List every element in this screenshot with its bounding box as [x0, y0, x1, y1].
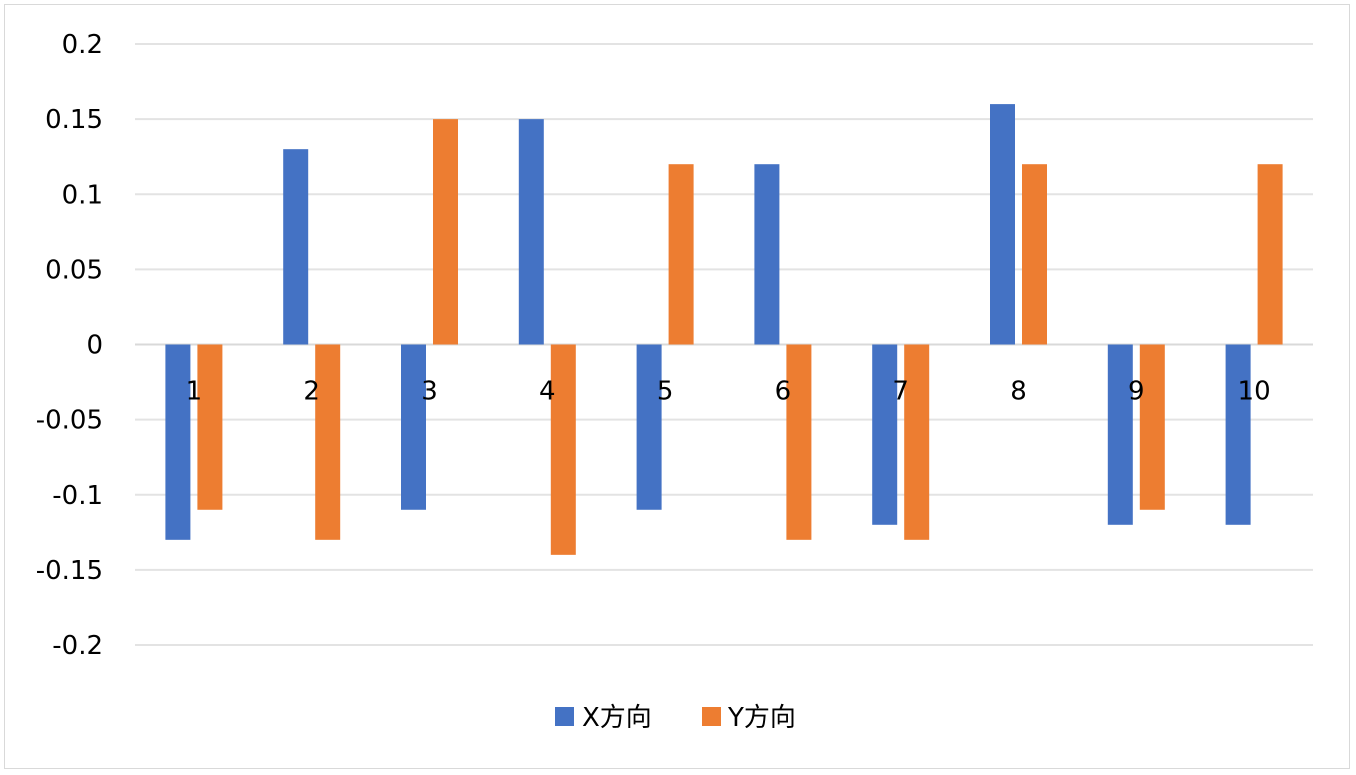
x-tick-label: 6 [775, 377, 792, 407]
bar-x-1 [165, 344, 191, 540]
legend-swatch [702, 707, 721, 726]
bar-y-2 [315, 344, 341, 540]
bar-y-7 [904, 344, 930, 540]
y-tick-label: -0.05 [36, 406, 103, 436]
x-tick-label: 5 [657, 377, 674, 407]
bar-x-7 [872, 344, 898, 525]
legend-swatch [555, 707, 574, 726]
legend: X方向 Y方向 [555, 703, 796, 733]
legend-item-y: Y方向 [702, 703, 796, 733]
y-axis-tick-labels: 0.2 0.15 0.1 0.05 0 -0.05 -0.1 -0.15 -0.2 [36, 30, 103, 661]
bar-x-5 [636, 344, 662, 510]
bar-y-8 [1022, 164, 1047, 345]
bar-x-4 [518, 119, 544, 345]
bar-y-10 [1257, 164, 1283, 345]
bar-x-10 [1225, 344, 1251, 525]
bar-x-8 [990, 104, 1015, 345]
bar-y-5 [668, 164, 694, 345]
gridlines [135, 43, 1313, 646]
y-tick-label: -0.1 [52, 481, 103, 511]
x-axis-tick-labels: 1 2 3 4 5 6 7 8 9 10 [186, 377, 1271, 407]
x-tick-label: 2 [303, 377, 320, 407]
y-tick-label: 0.2 [62, 30, 103, 60]
legend-item-x: X方向 [555, 703, 652, 733]
bar-y-6 [786, 344, 812, 540]
bar-x-9 [1107, 344, 1133, 525]
bar-x-6 [754, 164, 780, 345]
bar-y-3 [433, 119, 458, 345]
bars [165, 104, 1283, 555]
bar-x-3 [401, 344, 426, 510]
y-tick-label: -0.2 [52, 631, 103, 661]
bar-y-9 [1139, 344, 1165, 510]
y-tick-label: 0.05 [45, 255, 103, 285]
y-tick-label: 0.1 [62, 180, 103, 210]
y-tick-label: 0.15 [45, 105, 103, 135]
legend-label: X方向 [582, 703, 652, 733]
bar-x-2 [283, 149, 309, 345]
x-tick-label: 4 [539, 377, 556, 407]
x-tick-label: 3 [421, 377, 438, 407]
bar-y-4 [550, 344, 576, 555]
x-tick-label: 10 [1238, 377, 1271, 407]
legend-label: Y方向 [727, 703, 796, 733]
x-tick-label: 1 [186, 377, 203, 407]
x-tick-label: 8 [1010, 377, 1027, 407]
bar-y-1 [197, 344, 223, 510]
x-tick-label: 7 [892, 377, 909, 407]
y-tick-label: 0 [86, 331, 103, 361]
x-tick-label: 9 [1128, 377, 1145, 407]
y-tick-label: -0.15 [36, 556, 103, 586]
